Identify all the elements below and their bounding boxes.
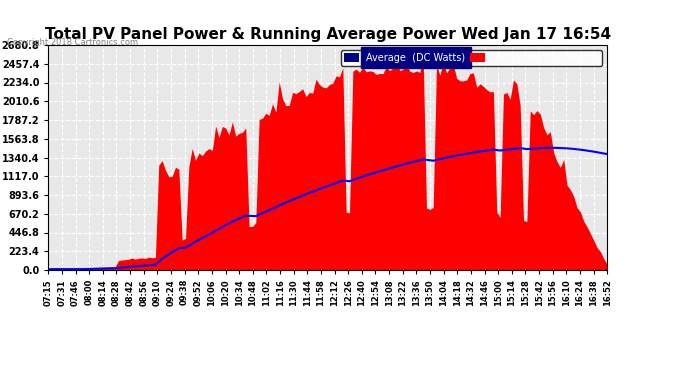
Legend: Average  (DC Watts), PV Panels  (DC Watts): Average (DC Watts), PV Panels (DC Watts) bbox=[341, 50, 602, 66]
Title: Total PV Panel Power & Running Average Power Wed Jan 17 16:54: Total PV Panel Power & Running Average P… bbox=[45, 27, 611, 42]
Text: Copyright 2018 Cartronics.com: Copyright 2018 Cartronics.com bbox=[7, 38, 138, 47]
